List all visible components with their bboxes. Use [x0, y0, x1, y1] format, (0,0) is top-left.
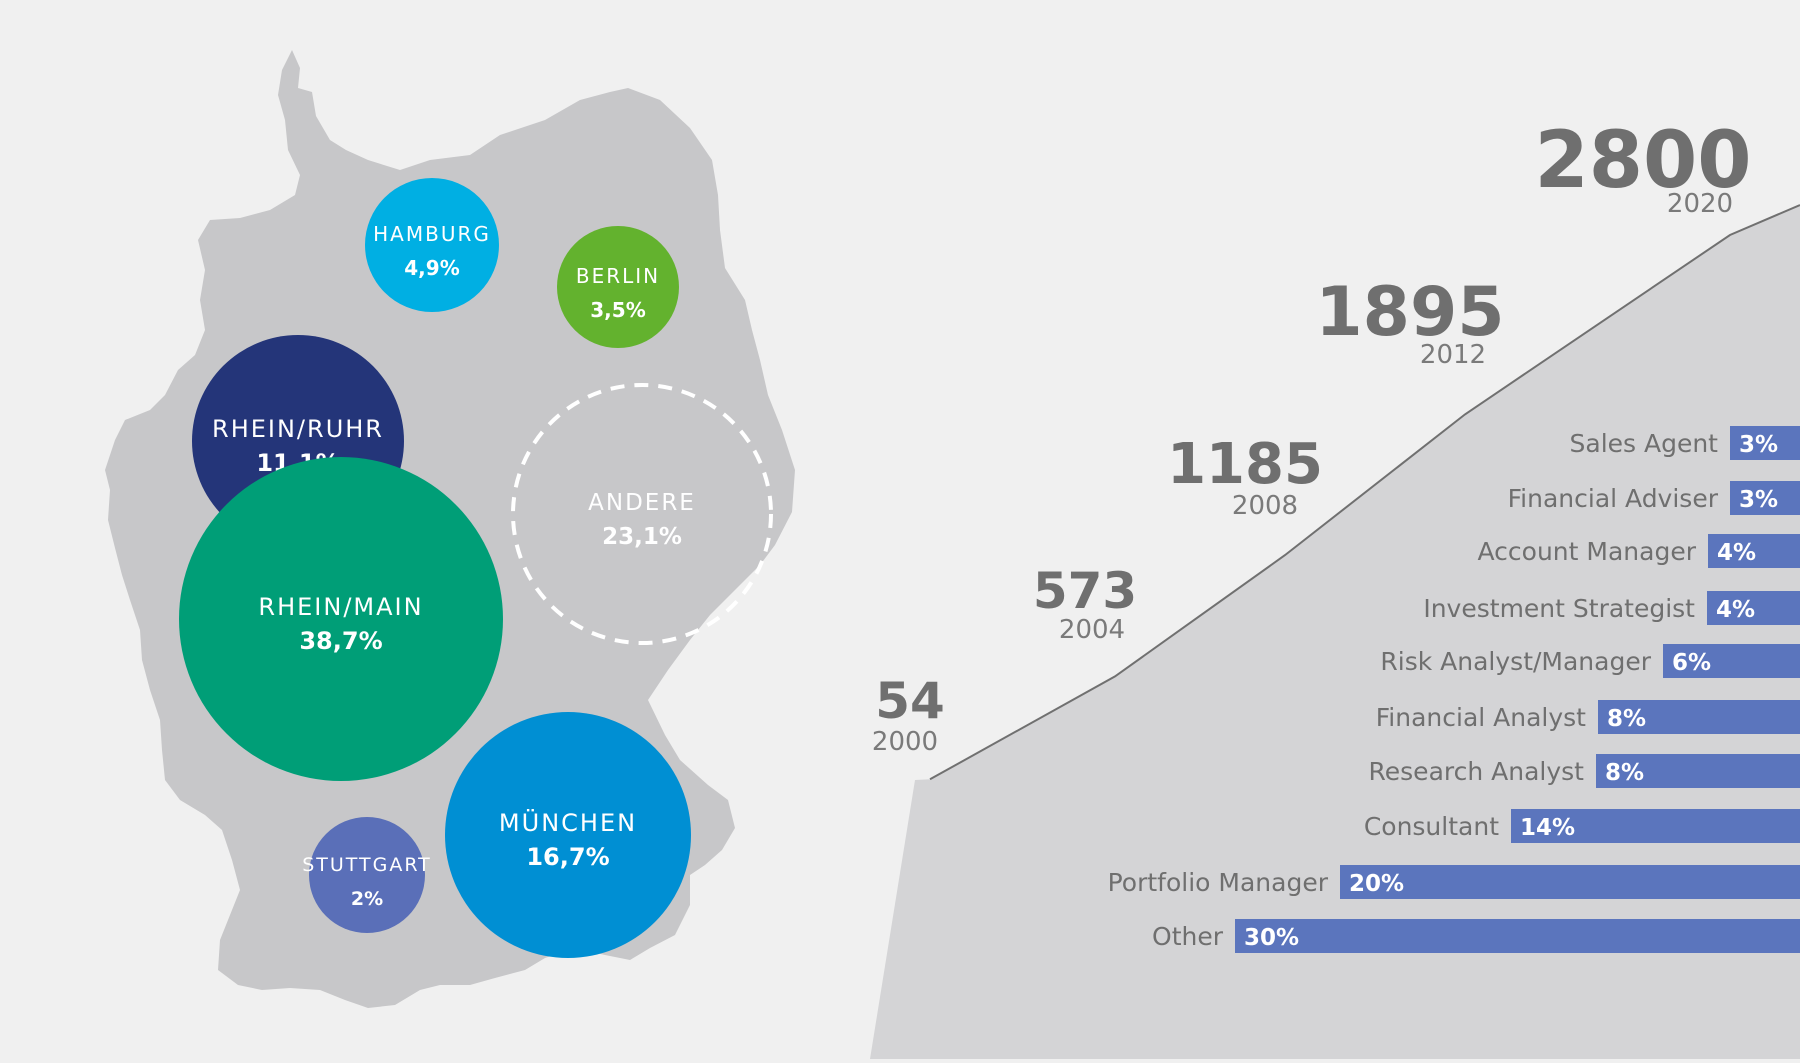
bar-portfolio-manager	[1340, 865, 1800, 899]
area-line	[929, 204, 1800, 781]
bar-category-sales-agent: Sales Agent	[1570, 429, 1719, 458]
bubble-berlin	[557, 226, 679, 348]
bubble-value-rhein-main: 38,7%	[299, 627, 382, 655]
bar-value-risk-analyst-manager: 6%	[1672, 650, 1711, 676]
bar-category-financial-analyst: Financial Analyst	[1376, 703, 1586, 732]
bar-value-research-analyst: 8%	[1605, 760, 1644, 786]
value-label-2012: 1895	[1315, 273, 1504, 352]
region-bubbles: HAMBURG4,9%BERLIN3,5%RHEIN/RUHR11,1%RHEI…	[179, 178, 773, 958]
bar-value-other: 30%	[1244, 925, 1299, 951]
bar-category-research-analyst: Research Analyst	[1369, 757, 1585, 786]
bubble-label-andere: ANDERE	[588, 490, 696, 516]
bubble-andere	[511, 383, 773, 645]
bar-value-consultant: 14%	[1520, 815, 1575, 841]
area-fill	[870, 205, 1800, 1059]
bar-financial-analyst	[1598, 700, 1800, 734]
year-label-2020: 2020	[1667, 189, 1733, 219]
roles-bar-chart: 3% Sales Agent 3% Financial Adviser 4% Accoun…	[1108, 426, 1800, 953]
bubble-value-andere: 23,1%	[602, 524, 682, 550]
bar-category-other: Other	[1152, 922, 1224, 951]
bubble-value-berlin: 3,5%	[590, 298, 645, 322]
bar-category-portfolio-manager: Portfolio Manager	[1108, 868, 1329, 897]
bar-value-account-manager: 4%	[1717, 540, 1756, 566]
bar-category-consultant: Consultant	[1364, 812, 1499, 841]
bar-research-analyst	[1596, 754, 1800, 788]
value-label-2008: 1185	[1167, 432, 1323, 497]
bar-other	[1235, 919, 1800, 953]
bubble-value-hamburg: 4,9%	[404, 256, 459, 280]
bar-value-financial-analyst: 8%	[1607, 706, 1646, 732]
value-label-2004: 573	[1033, 562, 1137, 620]
value-label-2000: 54	[875, 672, 945, 730]
bubble-value-munchen: 16,7%	[526, 843, 609, 871]
bar-investment-strategist	[1707, 591, 1800, 625]
bubble-label-stuttgart: STUTTGART	[302, 854, 432, 876]
bar-value-investment-strategist: 4%	[1716, 597, 1755, 623]
year-label-2012: 2012	[1420, 340, 1486, 370]
bar-category-risk-analyst-manager: Risk Analyst/Manager	[1380, 647, 1651, 676]
bar-account-manager	[1708, 534, 1800, 568]
bubble-munchen	[445, 712, 691, 958]
bubble-rhein-main	[179, 457, 503, 781]
bubble-label-munchen: MÜNCHEN	[499, 808, 637, 837]
bubble-label-rhein-main: RHEIN/MAIN	[258, 593, 423, 621]
year-label-2008: 2008	[1232, 491, 1298, 521]
year-label-2004: 2004	[1059, 615, 1125, 645]
value-label-2020: 2800	[1534, 116, 1751, 206]
bar-category-investment-strategist: Investment Strategist	[1423, 594, 1695, 623]
bar-sales-agent	[1730, 426, 1800, 460]
bar-category-financial-adviser: Financial Adviser	[1508, 484, 1719, 513]
bar-consultant	[1511, 809, 1800, 843]
bar-value-financial-adviser: 3%	[1739, 487, 1778, 513]
bar-value-portfolio-manager: 20%	[1349, 871, 1404, 897]
bubble-stuttgart	[309, 817, 425, 933]
bubble-label-berlin: BERLIN	[576, 264, 660, 288]
bubble-label-rhein-ruhr: RHEIN/RUHR	[212, 415, 384, 443]
bubble-label-hamburg: HAMBURG	[373, 222, 491, 246]
bar-risk-analyst-manager	[1663, 644, 1800, 678]
bubble-hamburg	[365, 178, 499, 312]
bar-category-account-manager: Account Manager	[1478, 537, 1697, 566]
year-label-2000: 2000	[872, 727, 938, 757]
bar-financial-adviser	[1730, 481, 1800, 515]
bubble-value-stuttgart: 2%	[351, 888, 383, 910]
bar-value-sales-agent: 3%	[1739, 432, 1778, 458]
